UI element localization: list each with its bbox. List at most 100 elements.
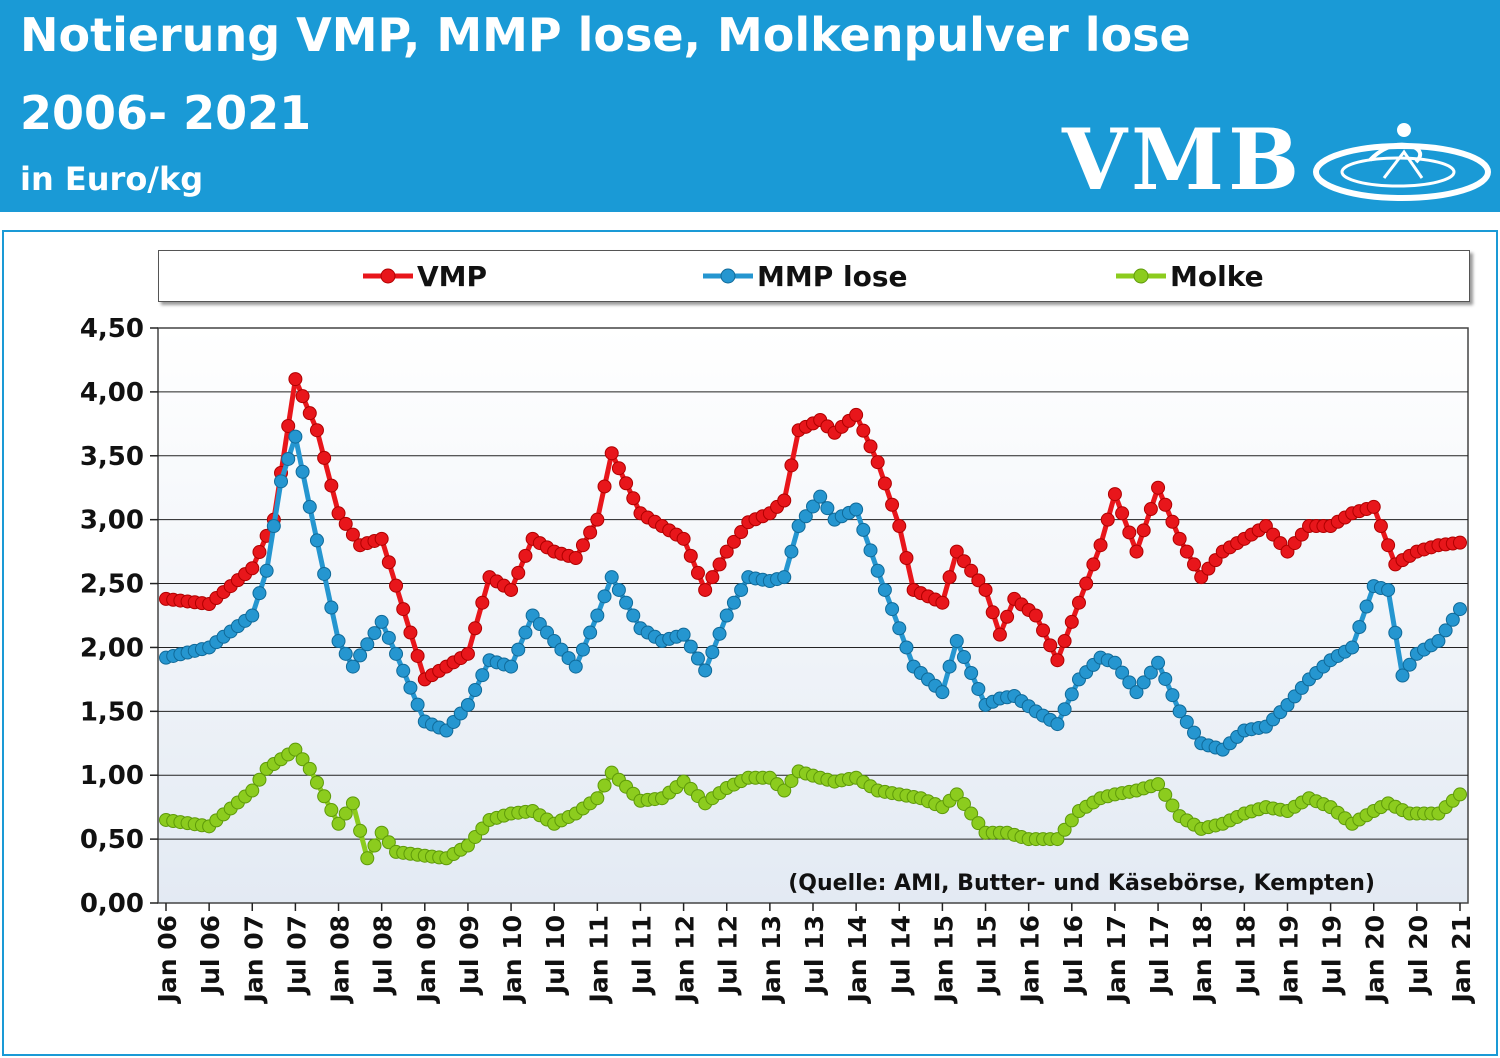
data-point-mmp-lose	[1402, 657, 1417, 672]
data-point-vmp	[345, 527, 360, 542]
data-point-vmp	[568, 551, 583, 565]
data-point-mmp-lose	[870, 563, 885, 578]
data-point-molke	[784, 773, 799, 788]
data-point-mmp-lose	[604, 570, 619, 585]
data-point-molke	[381, 835, 396, 850]
data-point-vmp	[1093, 538, 1108, 553]
y-tick-label: 3,00	[80, 506, 144, 536]
data-point-vmp	[1143, 502, 1158, 517]
data-point-vmp	[309, 423, 324, 438]
y-tick-label: 0,50	[80, 825, 144, 855]
source-annotation: (Quelle: AMI, Butter- und Käsebörse, Kem…	[788, 871, 1375, 896]
data-point-mmp-lose	[583, 625, 598, 640]
data-point-mmp-lose	[568, 659, 583, 674]
data-point-molke	[590, 791, 605, 806]
data-point-molke	[367, 838, 382, 853]
y-tick-label: 3,50	[80, 442, 144, 472]
data-point-vmp	[1071, 595, 1086, 610]
data-point-vmp	[899, 551, 914, 565]
data-point-molke	[302, 761, 317, 776]
data-point-mmp-lose	[468, 683, 483, 698]
y-tick-label: 0,00	[80, 889, 144, 919]
data-point-mmp-lose	[389, 646, 404, 661]
data-point-molke	[971, 816, 986, 831]
x-tick-label: Jul 19	[1318, 915, 1347, 996]
data-point-mmp-lose	[813, 489, 828, 504]
data-point-vmp	[281, 418, 296, 433]
data-point-mmp-lose	[1064, 687, 1079, 702]
data-point-mmp-lose	[877, 582, 892, 597]
x-tick-label: Jul 09	[455, 915, 484, 996]
data-point-molke	[295, 752, 310, 767]
y-tick-label: 2,00	[80, 633, 144, 663]
legend-label-vmp: VMP	[417, 259, 488, 293]
data-point-mmp-lose	[381, 630, 396, 645]
data-point-mmp-lose	[374, 614, 389, 629]
x-tick-label: Jan 15	[929, 915, 958, 1004]
x-axis-ticks: Jan 06 Jul 06 Jan 07 Jul 07 Jan 08 Jul 08 Jan …	[153, 903, 1476, 1004]
data-point-mmp-lose	[726, 595, 741, 610]
legend-marker-vmp	[363, 268, 413, 284]
data-point-vmp	[1036, 623, 1051, 638]
data-point-mmp-lose	[590, 608, 605, 623]
x-tick-label: Jan 06	[153, 915, 182, 1004]
legend-item-molke: Molke	[1114, 259, 1264, 293]
data-point-vmp	[295, 389, 310, 404]
data-point-vmp	[1129, 544, 1144, 559]
data-point-molke	[374, 825, 389, 840]
data-point-mmp-lose	[288, 429, 303, 444]
data-point-vmp	[575, 538, 590, 553]
data-point-mmp-lose	[964, 666, 979, 680]
x-tick-label: Jul 13	[800, 915, 829, 996]
x-tick-label: Jan 19	[1274, 915, 1303, 1004]
data-point-vmp	[331, 506, 346, 521]
data-point-mmp-lose	[849, 502, 864, 517]
data-point-molke	[309, 775, 324, 790]
data-point-mmp-lose	[345, 659, 360, 674]
data-point-vmp	[690, 565, 705, 580]
data-point-mmp-lose	[475, 668, 490, 683]
data-point-vmp	[949, 544, 964, 559]
data-point-vmp	[971, 573, 986, 588]
data-point-vmp	[252, 545, 267, 560]
data-point-vmp	[1100, 512, 1115, 527]
legend-marker-mmp	[703, 268, 753, 284]
data-point-molke	[245, 783, 260, 798]
x-tick-label: Jan 08	[326, 915, 355, 1004]
data-point-mmp-lose	[611, 582, 626, 597]
x-tick-label: Jul 06	[196, 915, 225, 996]
x-tick-label: Jul 14	[886, 915, 915, 996]
data-point-mmp-lose	[1381, 582, 1396, 597]
data-point-mmp-lose	[1445, 612, 1460, 627]
data-point-mmp-lose	[892, 621, 907, 636]
x-tick-label: Jan 11	[584, 915, 613, 1004]
data-point-molke	[949, 787, 964, 802]
data-point-vmp	[1079, 576, 1094, 591]
data-point-vmp	[403, 625, 418, 640]
data-point-mmp-lose	[1165, 688, 1180, 703]
data-point-molke	[288, 742, 303, 757]
x-tick-label: Jan 10	[498, 915, 527, 1004]
x-tick-label: Jan 12	[671, 915, 700, 1004]
data-point-mmp-lose	[899, 640, 914, 655]
data-point-molke	[360, 851, 375, 866]
data-point-mmp-lose	[712, 626, 727, 641]
data-point-vmp	[1366, 499, 1381, 514]
vmb-logo-text: VMB	[1062, 110, 1304, 209]
data-point-mmp-lose	[1136, 675, 1151, 690]
data-point-molke	[338, 806, 353, 821]
data-point-mmp-lose	[274, 474, 289, 489]
legend-marker-molke	[1116, 268, 1166, 284]
data-point-mmp-lose	[504, 659, 519, 674]
data-point-mmp-lose	[676, 627, 691, 642]
x-tick-label: Jan 17	[1102, 915, 1131, 1004]
data-point-mmp-lose	[1453, 602, 1467, 617]
data-point-molke	[777, 783, 792, 798]
y-tick-label: 1,00	[80, 761, 144, 791]
data-point-vmp	[1165, 514, 1180, 529]
data-point-mmp-lose	[719, 608, 734, 623]
data-point-vmp	[518, 548, 533, 563]
data-point-molke	[1158, 787, 1173, 802]
data-point-mmp-lose	[791, 519, 806, 534]
data-point-vmp	[338, 516, 353, 531]
